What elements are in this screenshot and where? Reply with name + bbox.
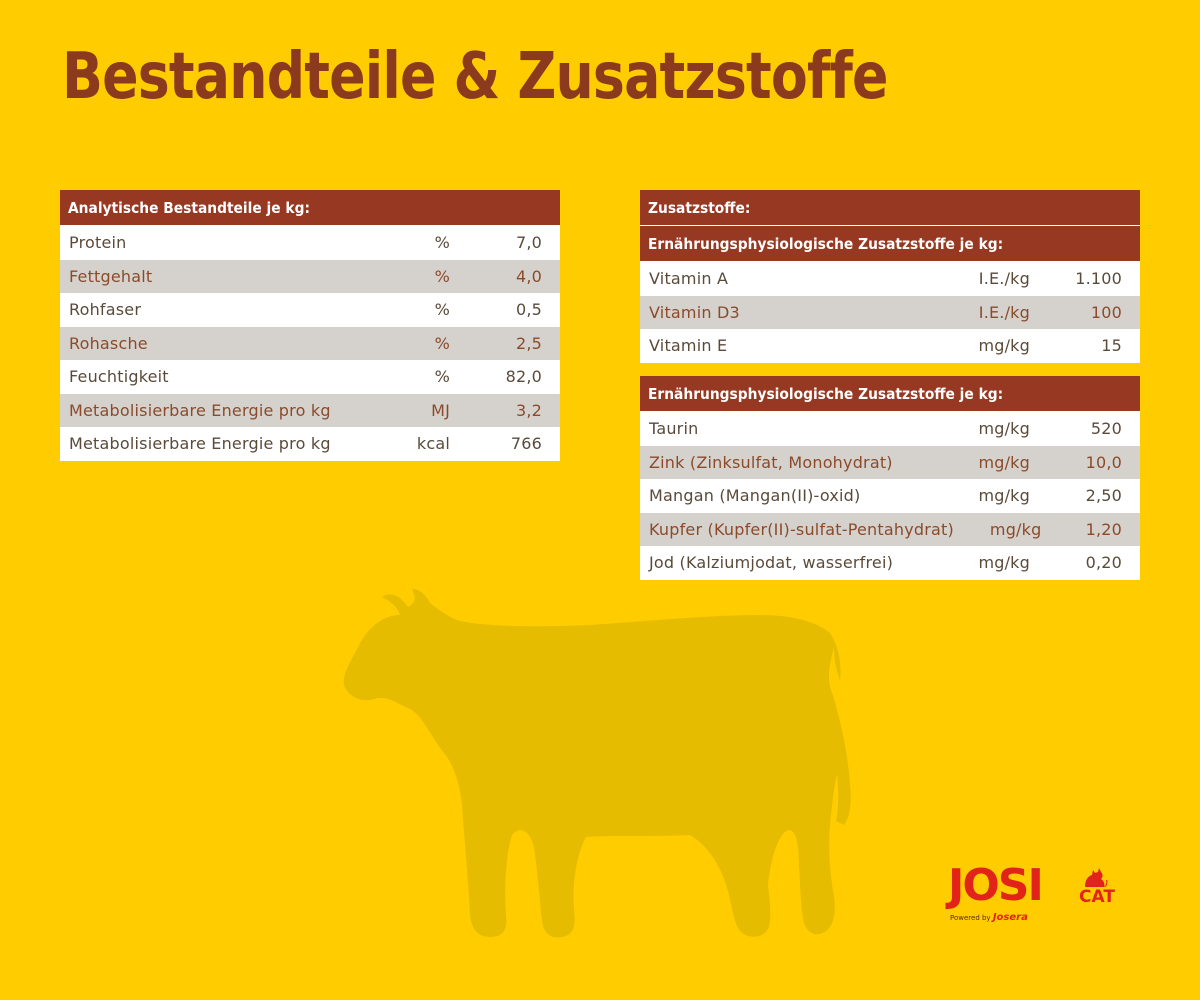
row-unit: mg/kg [978,452,1030,472]
row-name: Vitamin E [649,336,728,356]
row-name: Jod (Kalziumjodat, wasserfrei) [649,553,894,573]
row-value: 2,5 [515,333,542,353]
row-value: 2,50 [1085,486,1122,506]
row-unit: mg/kg [978,419,1030,439]
row-name: Metabolisierbare Energie pro kg [69,400,331,420]
row-unit: % [434,266,450,286]
table-row: Jod (Kalziumjodat, wasserfrei) mg/kg 0,20 [640,546,1140,580]
row-name: Rohasche [69,333,148,353]
table-row: Vitamin E mg/kg 15 [640,329,1140,363]
additives-table: Zusatzstoffe: Ernährungsphysiologische Z… [640,190,1140,363]
row-unit: mg/kg [978,486,1030,506]
row-unit: mg/kg [978,336,1030,356]
row-value: 1,20 [1085,519,1122,539]
josi-cat-logo: JOSI CAT Powered by Josera [948,860,1128,924]
row-value: 1.100 [1075,269,1122,289]
table-row: Metabolisierbare Energie pro kg MJ 3,2 [60,393,560,427]
row-unit: I.E./kg [978,302,1030,322]
row-value: 3,2 [515,400,542,420]
row-name: Zink (Zinksulfat, Monohydrat) [649,452,893,472]
row-name: Mangan (Mangan(II)-oxid) [649,486,861,506]
row-unit: % [434,300,450,320]
row-unit: MJ [431,400,450,420]
table-row: Zink (Zinksulfat, Monohydrat) mg/kg 10,0 [640,445,1140,479]
table-row: Rohfaser% 0,5 [60,293,560,327]
row-name: Kupfer (Kupfer(II)-sulfat-Pentahydrat) [649,519,954,539]
table-row: Taurin mg/kg 520 [640,412,1140,446]
trace-header: Ernährungsphysiologische Zusatzstoffe je… [640,376,1140,412]
page-title: Bestandteile & Zusatzstoffe [62,40,889,114]
table-row: Mangan (Mangan(II)-oxid) mg/kg 2,50 [640,479,1140,513]
table-row: Feuchtigkeit% 82,0 [60,360,560,394]
row-name: Vitamin D3 [649,302,740,322]
row-value: 520 [1090,419,1122,439]
row-unit: I.E./kg [978,269,1030,289]
row-value: 0,20 [1085,553,1122,573]
row-name: Fettgehalt [69,266,153,286]
additives-subheader: Ernährungsphysiologische Zusatzstoffe je… [640,226,1140,262]
analytic-table: Analytische Bestandteile je kg: Protein%… [60,190,560,461]
row-value: 10,0 [1085,452,1122,472]
logo-brand: JOSI [948,860,1044,911]
table-row: Fettgehalt% 4,0 [60,259,560,293]
row-name: Feuchtigkeit [69,367,169,387]
trace-elements-table: Ernährungsphysiologische Zusatzstoffe je… [640,376,1140,580]
row-value: 766 [510,434,542,454]
row-unit: kcal [416,434,450,454]
row-value: 4,0 [515,266,542,286]
table-row: Kupfer (Kupfer(II)-sulfat-Pentahydrat) mg… [640,512,1140,546]
table-row: Protein% 7,0 [60,226,560,260]
cow-silhouette-icon [343,589,851,938]
row-name: Protein [69,233,127,253]
row-value: 7,0 [515,233,542,253]
row-value: 0,5 [515,300,542,320]
row-unit: mg/kg [978,553,1030,573]
table-row: Vitamin A I.E./kg 1.100 [640,262,1140,296]
row-unit: % [434,333,450,353]
additives-header: Zusatzstoffe: [640,190,1140,226]
table-row: Rohasche% 2,5 [60,326,560,360]
row-name: Vitamin A [649,269,729,289]
row-value: 100 [1090,302,1122,322]
row-name: Metabolisierbare Energie pro kg [69,434,331,454]
row-value: 82,0 [505,367,542,387]
table-row: Metabolisierbare Energie pro kg kcal 766 [60,427,560,461]
analytic-header: Analytische Bestandteile je kg: [60,190,560,226]
row-value: 15 [1101,336,1122,356]
logo-powered-by: Powered by Josera [950,912,1028,923]
logo-sub: CAT [1079,887,1115,907]
cat-icon [1085,868,1108,887]
row-unit: % [434,367,450,387]
row-unit: mg/kg [989,519,1042,539]
table-row: Vitamin D3 I.E./kg 100 [640,295,1140,329]
row-name: Taurin [649,419,699,439]
row-name: Rohfaser [69,300,142,320]
row-unit: % [434,233,450,253]
